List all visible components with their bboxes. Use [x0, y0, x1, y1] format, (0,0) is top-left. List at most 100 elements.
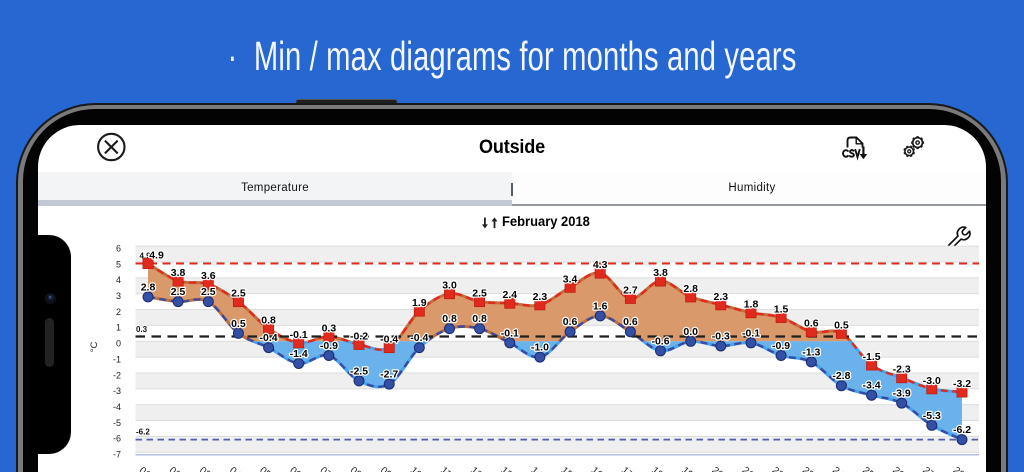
svg-text:5: 5	[116, 259, 121, 269]
svg-text:0.6: 0.6	[623, 316, 638, 328]
svg-text:0.8: 0.8	[442, 313, 457, 325]
svg-text:1.6: 1.6	[593, 300, 608, 312]
svg-text:17.: 17.	[619, 465, 637, 472]
svg-text:09.: 09.	[378, 465, 396, 472]
svg-text:3.4: 3.4	[563, 273, 578, 285]
svg-text:0.8: 0.8	[261, 315, 276, 327]
svg-text:03.: 03.	[197, 465, 215, 472]
svg-text:0.3: 0.3	[136, 325, 148, 334]
svg-text:3.6: 3.6	[201, 270, 216, 282]
svg-text:3.0: 3.0	[442, 280, 457, 292]
svg-text:-1.5: -1.5	[863, 351, 881, 363]
svg-text:3.8: 3.8	[653, 267, 668, 279]
svg-text:2.4: 2.4	[502, 289, 517, 301]
svg-text:6: 6	[116, 243, 121, 253]
svg-text:10.: 10.	[408, 465, 426, 472]
svg-text:4.3: 4.3	[593, 259, 608, 271]
svg-text:-1.0: -1.0	[531, 342, 549, 354]
svg-text:-0.4: -0.4	[410, 332, 428, 344]
svg-text:23.: 23.	[800, 465, 818, 472]
svg-text:-0.6: -0.6	[651, 335, 669, 347]
svg-text:-2.7: -2.7	[380, 369, 398, 381]
svg-text:25.: 25.	[860, 465, 878, 472]
svg-text:0.0: 0.0	[683, 326, 698, 338]
svg-text:-6: -6	[113, 434, 121, 444]
svg-text:0.6: 0.6	[804, 318, 819, 330]
svg-text:-0.1: -0.1	[501, 327, 519, 339]
svg-text:12.: 12.	[468, 465, 486, 472]
svg-text:1.5: 1.5	[774, 304, 789, 316]
svg-text:05.: 05.	[257, 465, 275, 472]
svg-text:0.6: 0.6	[563, 316, 578, 328]
svg-text:-7: -7	[113, 450, 121, 460]
svg-text:-0.1: -0.1	[290, 329, 308, 341]
svg-text:18.: 18.	[649, 465, 667, 472]
svg-text:2.8: 2.8	[141, 281, 156, 293]
svg-text:1.9: 1.9	[412, 297, 427, 309]
svg-text:13.: 13.	[498, 465, 516, 472]
svg-text:4: 4	[116, 275, 121, 285]
svg-text:15.: 15.	[559, 465, 577, 472]
svg-text:04.: 04.	[227, 465, 245, 472]
svg-text:0.5: 0.5	[834, 319, 849, 331]
svg-text:-5.3: -5.3	[923, 410, 941, 422]
svg-text:14.: 14.	[529, 465, 547, 472]
svg-text:-3.4: -3.4	[863, 380, 881, 392]
svg-text:2: 2	[116, 307, 121, 317]
svg-text:3: 3	[116, 291, 121, 301]
svg-text:-0.9: -0.9	[320, 340, 338, 352]
svg-text:-1: -1	[113, 354, 121, 364]
svg-text:07.: 07.	[318, 465, 336, 472]
svg-text:-3.9: -3.9	[893, 388, 911, 400]
svg-text:-2.3: -2.3	[893, 364, 911, 376]
svg-text:11.: 11.	[438, 465, 455, 472]
svg-text:08.: 08.	[348, 465, 366, 472]
svg-text:2.3: 2.3	[713, 291, 728, 303]
svg-text:02.: 02.	[167, 465, 185, 472]
svg-text:°C: °C	[89, 342, 100, 353]
svg-text:-1.3: -1.3	[802, 346, 820, 358]
svg-text:-5: -5	[113, 418, 121, 428]
svg-text:2.7: 2.7	[623, 284, 638, 296]
svg-text:28.: 28.	[951, 465, 969, 472]
svg-text:2.5: 2.5	[472, 288, 487, 300]
svg-text:0.3: 0.3	[322, 323, 337, 335]
svg-text:2.8: 2.8	[683, 283, 698, 295]
svg-text:2.5: 2.5	[171, 286, 186, 298]
svg-text:2.3: 2.3	[533, 291, 548, 303]
svg-text:-6.2: -6.2	[953, 424, 971, 436]
svg-text:-3.0: -3.0	[923, 375, 941, 387]
svg-text:0.8: 0.8	[472, 313, 487, 325]
svg-text:26.: 26.	[890, 465, 908, 472]
svg-text:24.: 24.	[830, 465, 848, 472]
svg-text:-0.9: -0.9	[772, 340, 790, 352]
svg-text:22.: 22.	[770, 465, 788, 472]
svg-text:21.: 21.	[740, 465, 758, 472]
svg-text:-0.2: -0.2	[350, 330, 368, 342]
svg-text:2.5: 2.5	[231, 288, 246, 300]
svg-text:01.: 01.	[137, 465, 155, 472]
svg-text:-0.4: -0.4	[380, 334, 398, 346]
svg-text:1: 1	[116, 323, 121, 333]
svg-text:4.9: 4.9	[140, 252, 152, 261]
svg-text:-4: -4	[113, 402, 121, 412]
svg-text:4.9: 4.9	[149, 250, 164, 262]
svg-text:-0.4: -0.4	[260, 332, 278, 344]
svg-text:19.: 19.	[679, 465, 697, 472]
svg-text:-2: -2	[113, 370, 121, 380]
svg-text:-3: -3	[113, 386, 121, 396]
svg-text:-0.3: -0.3	[712, 331, 730, 343]
svg-text:0.5: 0.5	[231, 318, 246, 330]
svg-text:-0.1: -0.1	[742, 327, 760, 339]
svg-text:16.: 16.	[589, 465, 607, 472]
svg-text:20.: 20.	[709, 465, 727, 472]
svg-text:3.8: 3.8	[171, 267, 186, 279]
svg-text:-2.8: -2.8	[832, 370, 850, 382]
svg-text:-2.5: -2.5	[350, 365, 368, 377]
svg-text:-1.4: -1.4	[290, 348, 308, 360]
svg-text:0: 0	[116, 339, 121, 349]
svg-text:06.: 06.	[287, 465, 305, 472]
svg-text:-3.2: -3.2	[953, 378, 971, 390]
svg-text:2.5: 2.5	[201, 286, 216, 298]
svg-text:-6.2: -6.2	[136, 428, 150, 437]
